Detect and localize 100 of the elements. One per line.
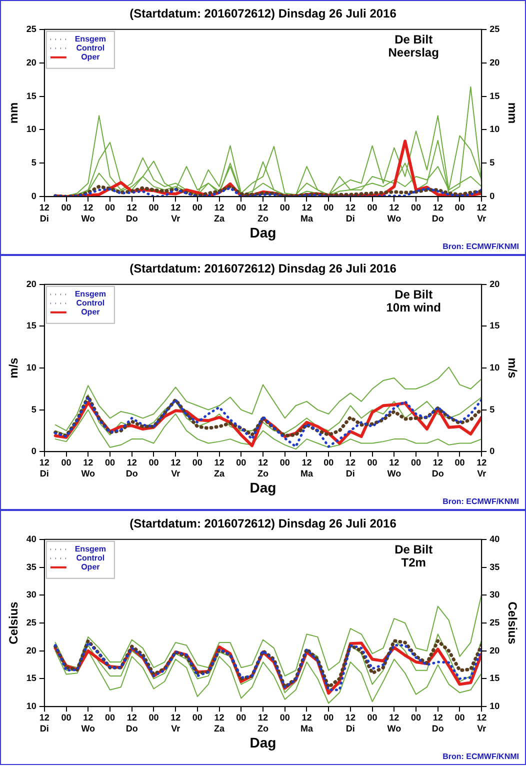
y-tick-label: 40 [26, 534, 36, 544]
x-tick-label: 12 Ma [300, 457, 314, 478]
y-tick-label: 25 [26, 24, 36, 34]
x-tick-label: 12 Zo [258, 712, 269, 734]
x-tick-label: 12 Di [345, 457, 356, 478]
x-tick-label: 12 Do [432, 712, 444, 734]
x-tick-label: 12 Wo [387, 712, 402, 734]
x-tick-label: 00 [104, 202, 115, 212]
y-tick-label: 15 [26, 673, 36, 684]
y-tick-label: 10 [26, 701, 36, 712]
legend-label: Control [76, 298, 105, 308]
x-tick-label: 12 Wo [387, 457, 402, 478]
legend-label: Ensgem [74, 544, 106, 554]
x-axis-title: Dag [250, 224, 276, 240]
y-axis-title: Celsius [6, 601, 21, 644]
x-tick-label: 00 [236, 202, 246, 212]
y2-tick-label: 5 [490, 158, 495, 168]
y2-tick-label: 25 [490, 24, 500, 34]
x-tick-label: 00 [324, 712, 334, 722]
x-tick-label: 12 Za [214, 202, 226, 224]
x-tick-label: 12 Vr [170, 712, 181, 734]
annotation: Neerslag [388, 46, 439, 60]
y2-tick-label: 0 [490, 446, 495, 456]
x-tick-label: 00 [148, 712, 159, 722]
x-tick-label: 00 [454, 457, 465, 468]
x-tick-label: 00 [148, 457, 159, 468]
x-tick-label: 00 [324, 457, 334, 468]
y-tick-label: 35 [26, 562, 36, 572]
x-tick-label: 00 [104, 457, 115, 468]
legend-label: Control [76, 44, 105, 53]
y-tick-label: 10 [26, 124, 36, 134]
x-tick-label: 12 Do [126, 202, 138, 224]
y2-tick-label: 15 [490, 673, 500, 684]
y2-tick-label: 20 [490, 645, 500, 656]
y2-tick-label: 10 [490, 701, 500, 712]
x-tick-label: 00 [192, 712, 202, 722]
annotation: De Bilt [394, 542, 433, 557]
x-tick-label: 12 Vr [476, 457, 487, 478]
x-tick-label: 12 Vr [170, 457, 181, 478]
x-tick-label: 00 [411, 457, 422, 468]
legend-label: Oper [81, 52, 100, 62]
x-tick-label: 12 Di [39, 202, 50, 224]
legend-label: Oper [81, 562, 100, 572]
legend-label: Ensgem [74, 34, 106, 44]
annotation: T2m [401, 556, 426, 570]
y-tick-label: 20 [26, 645, 36, 656]
y2-tick-label: 10 [490, 362, 500, 372]
chart-title: (Startdatum: 2016072612) Dinsdag 26 Juli 2016 [130, 516, 397, 531]
y-tick-label: 0 [31, 446, 36, 456]
y2-tick-label: 40 [490, 534, 500, 544]
x-tick-label: 12 Zo [258, 457, 269, 478]
x-tick-label: 00 [148, 202, 159, 212]
x-tick-label: 00 [411, 712, 422, 722]
y-tick-label: 25 [26, 617, 36, 628]
text: Bron: ECMWF/KNMI [442, 752, 519, 762]
y2-tick-label: 5 [490, 404, 495, 414]
x-tick-label: 00 [367, 202, 378, 212]
x-tick-label: 12 Zo [258, 202, 269, 224]
y2-tick-label: 15 [490, 90, 500, 101]
x-tick-label: 12 Wo [81, 457, 96, 478]
y-tick-label: 20 [26, 278, 36, 289]
y2-axis-title: Celsius [505, 602, 520, 645]
x-tick-label: 00 [61, 712, 72, 722]
x-tick-label: 00 [61, 457, 72, 468]
annotation: De Bilt [394, 32, 433, 47]
x-tick-label: 00 [280, 457, 290, 468]
x-tick-label: 12 Ma [300, 202, 314, 224]
x-tick-label: 12 Do [126, 712, 138, 734]
x-axis-title: Dag [250, 479, 276, 496]
y2-axis-title: m/s [505, 358, 520, 379]
x-tick-label: 00 [367, 712, 378, 722]
y2-tick-label: 20 [490, 278, 500, 289]
x-tick-label: 12 Ma [300, 712, 314, 734]
legend-label: Ensgem [74, 290, 106, 299]
x-axis-title: Dag [250, 734, 276, 750]
chart-title: (Startdatum: 2016072612) Dinsdag 26 Juli 2016 [130, 6, 397, 21]
x-tick-label: 12 Do [126, 457, 138, 478]
y-tick-label: 15 [26, 90, 36, 101]
y2-tick-label: 20 [490, 57, 500, 68]
y-axis-title: m/s [6, 357, 21, 378]
x-tick-label: 00 [454, 202, 465, 212]
x-tick-label: 00 [104, 712, 115, 722]
legend-label: Control [76, 554, 105, 563]
x-tick-label: 00 [280, 712, 290, 722]
x-tick-label: 00 [192, 457, 202, 468]
x-tick-label: 12 Do [432, 202, 444, 224]
x-tick-label: 12 Wo [81, 712, 96, 734]
x-tick-label: 00 [454, 712, 465, 722]
y-tick-label: 5 [31, 404, 36, 414]
x-tick-label: 12 Za [214, 457, 226, 478]
x-tick-label: 12 Di [39, 712, 50, 734]
x-tick-label: 12 Wo [81, 202, 96, 224]
x-tick-label: 12 Za [214, 712, 226, 734]
x-tick-label: 00 [280, 202, 290, 212]
y-axis-title: mm [6, 102, 21, 124]
legend-label: Oper [81, 308, 100, 317]
y-tick-label: 20 [26, 57, 36, 68]
x-tick-label: 00 [236, 457, 246, 468]
x-tick-label: 00 [367, 457, 378, 468]
y2-tick-label: 10 [490, 124, 500, 134]
